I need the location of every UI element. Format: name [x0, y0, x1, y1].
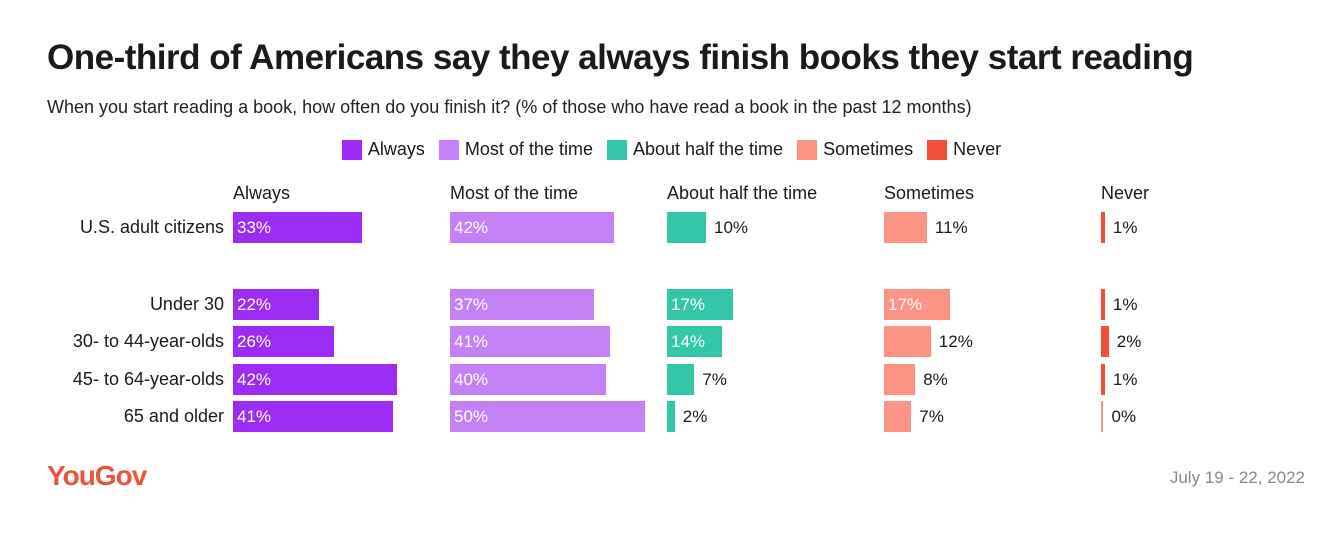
bar-most-of-the-time-30-to-44-year-olds [450, 326, 610, 357]
value-label-most-of-the-time-65-and-older: 50% [454, 407, 489, 426]
legend-label-most: Most of the time [464, 139, 593, 159]
value-label-about-half-the-time-30-to-44-year-olds: 14% [671, 332, 706, 351]
bar-never-65-and-older [1101, 401, 1103, 432]
value-label-sometimes-45-to-64-year-olds: 8% [923, 370, 948, 389]
bar-sometimes-30-to-44-year-olds [884, 326, 931, 357]
bar-never-under-30 [1101, 289, 1105, 320]
bar-most-of-the-time-u-s-adult-citizens [450, 212, 614, 243]
column-header-always: Always [233, 183, 291, 203]
column-header-never: Never [1101, 183, 1150, 203]
legend-swatch-never [927, 139, 948, 160]
legend-item-half: About half the time [606, 139, 784, 160]
row-label-u-s-adult-citizens: U.S. adult citizens [79, 217, 224, 237]
legend-item-most: Most of the time [438, 139, 593, 160]
column-header-sometimes: Sometimes [884, 183, 975, 203]
bar-never-30-to-44-year-olds [1101, 326, 1109, 357]
legend-swatch-most [438, 139, 459, 160]
value-label-never-under-30: 1% [1112, 295, 1138, 314]
bar-about-half-the-time-45-to-64-year-olds [667, 364, 695, 395]
bar-most-of-the-time-under-30 [450, 289, 595, 320]
survey-date: July 19 - 22, 2022 [1169, 468, 1305, 487]
column-header-most: Most of the time [450, 183, 579, 203]
bar-most-of-the-time-65-and-older [450, 401, 645, 432]
value-label-about-half-the-time-under-30: 17% [671, 295, 706, 314]
bar-always-30-to-44-year-olds [233, 326, 335, 357]
legend: Always Most of the time About half the t… [0, 139, 1343, 160]
legend-swatch-always [341, 139, 362, 160]
bar-always-u-s-adult-citizens [233, 212, 362, 243]
legend-label-sometimes: Sometimes [823, 139, 914, 159]
value-label-sometimes-30-to-44-year-olds: 12% [938, 332, 973, 351]
value-label-always-under-30: 22% [237, 295, 272, 314]
bar-always-45-to-64-year-olds [233, 364, 397, 395]
bar-most-of-the-time-45-to-64-year-olds [450, 364, 606, 395]
bar-never-45-to-64-year-olds [1101, 364, 1105, 395]
legend-item-never: Never [927, 139, 1001, 160]
value-label-about-half-the-time-45-to-64-year-olds: 7% [702, 370, 727, 389]
chart-title: One-third of Americans say they always f… [47, 38, 1194, 77]
bar-always-under-30 [233, 289, 319, 320]
bar-about-half-the-time-30-to-44-year-olds [667, 326, 722, 357]
row-label-45-to-64-year-olds: 45- to 64-year-olds [72, 369, 224, 389]
chart-subtitle: When you start reading a book, how often… [47, 97, 972, 117]
bar-sometimes-under-30 [884, 289, 951, 320]
value-label-never-45-to-64-year-olds: 1% [1112, 370, 1138, 389]
legend-label-never: Never [953, 139, 1002, 159]
bar-never-u-s-adult-citizens [1101, 212, 1105, 243]
bar-about-half-the-time-u-s-adult-citizens [667, 212, 706, 243]
value-label-most-of-the-time-30-to-44-year-olds: 41% [454, 332, 489, 351]
value-label-always-30-to-44-year-olds: 26% [237, 332, 272, 351]
value-label-never-u-s-adult-citizens: 1% [1112, 218, 1138, 237]
value-label-always-u-s-adult-citizens: 33% [237, 218, 272, 237]
value-label-always-65-and-older: 41% [237, 407, 272, 426]
value-label-about-half-the-time-u-s-adult-citizens: 10% [714, 218, 749, 237]
legend-label-half: About half the time [632, 139, 784, 159]
row-label-under-30: Under 30 [149, 294, 224, 314]
bar-always-65-and-older [233, 401, 393, 432]
legend-label-always: Always [367, 139, 425, 159]
column-header-half: About half the time [667, 183, 818, 203]
value-label-about-half-the-time-65-and-older: 2% [682, 407, 708, 426]
bar-about-half-the-time-under-30 [667, 289, 734, 320]
row-label-65-and-older: 65 and older [123, 406, 224, 426]
yougov-logo: YouGov [47, 460, 147, 491]
value-label-never-30-to-44-year-olds: 2% [1116, 332, 1142, 351]
legend-item-sometimes: Sometimes [797, 139, 913, 160]
bar-sometimes-65-and-older [884, 401, 912, 432]
value-label-most-of-the-time-u-s-adult-citizens: 42% [454, 218, 489, 237]
legend-item-always: Always [341, 139, 425, 160]
value-label-sometimes-u-s-adult-citizens: 11% [934, 218, 968, 237]
value-label-most-of-the-time-under-30: 37% [454, 295, 489, 314]
bar-about-half-the-time-65-and-older [667, 401, 675, 432]
value-label-always-45-to-64-year-olds: 42% [237, 370, 272, 389]
legend-swatch-sometimes [797, 139, 818, 160]
row-label-30-to-44-year-olds: 30- to 44-year-olds [72, 331, 224, 351]
value-label-never-65-and-older: 0% [1111, 407, 1137, 426]
bar-sometimes-u-s-adult-citizens [884, 212, 927, 243]
value-label-sometimes-65-and-older: 7% [919, 407, 944, 426]
bar-sometimes-45-to-64-year-olds [884, 364, 916, 395]
value-label-most-of-the-time-45-to-64-year-olds: 40% [454, 370, 489, 389]
legend-swatch-half [606, 139, 627, 160]
value-label-sometimes-under-30: 17% [888, 295, 923, 314]
